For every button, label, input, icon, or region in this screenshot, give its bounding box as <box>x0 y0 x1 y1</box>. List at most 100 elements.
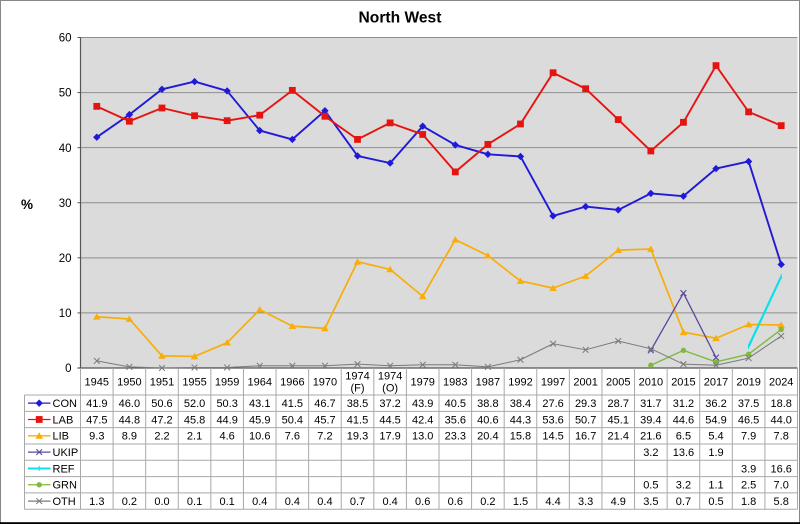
svg-text:0.6: 0.6 <box>448 496 463 508</box>
svg-text:30: 30 <box>59 198 72 210</box>
svg-text:1.1: 1.1 <box>708 480 723 492</box>
svg-text:1.9: 1.9 <box>708 447 723 459</box>
svg-text:45.1: 45.1 <box>608 414 629 426</box>
svg-text:1951: 1951 <box>150 377 174 389</box>
svg-text:1997: 1997 <box>541 377 565 389</box>
svg-text:LIB: LIB <box>53 431 70 443</box>
svg-text:2001: 2001 <box>573 377 597 389</box>
svg-text:1987: 1987 <box>476 377 500 389</box>
svg-text:10: 10 <box>59 308 72 320</box>
svg-text:50.7: 50.7 <box>575 414 596 426</box>
svg-text:40.6: 40.6 <box>477 414 498 426</box>
svg-text:44.6: 44.6 <box>673 414 694 426</box>
svg-text:0.0: 0.0 <box>154 496 169 508</box>
svg-text:40.5: 40.5 <box>445 398 466 410</box>
svg-text:52.0: 52.0 <box>184 398 205 410</box>
svg-text:46.7: 46.7 <box>314 398 335 410</box>
svg-text:36.2: 36.2 <box>705 398 726 410</box>
svg-text:10.6: 10.6 <box>249 431 270 443</box>
svg-text:0.7: 0.7 <box>350 496 365 508</box>
svg-text:54.9: 54.9 <box>705 414 726 426</box>
svg-text:0: 0 <box>65 363 71 375</box>
svg-text:REF: REF <box>53 463 75 475</box>
svg-text:1945: 1945 <box>85 377 109 389</box>
svg-text:28.7: 28.7 <box>608 398 629 410</box>
svg-text:15.8: 15.8 <box>510 431 531 443</box>
svg-text:1992: 1992 <box>508 377 532 389</box>
svg-text:29.3: 29.3 <box>575 398 596 410</box>
svg-text:2010: 2010 <box>639 377 663 389</box>
svg-text:23.3: 23.3 <box>445 431 466 443</box>
svg-text:27.6: 27.6 <box>542 398 563 410</box>
svg-text:2024: 2024 <box>769 377 793 389</box>
svg-text:41.5: 41.5 <box>347 414 368 426</box>
svg-text:6.5: 6.5 <box>676 431 691 443</box>
svg-text:2.1: 2.1 <box>187 431 202 443</box>
svg-text:20.4: 20.4 <box>477 431 498 443</box>
svg-text:19.3: 19.3 <box>347 431 368 443</box>
svg-text:7.6: 7.6 <box>285 431 300 443</box>
svg-text:7.9: 7.9 <box>741 431 756 443</box>
svg-text:LAB: LAB <box>53 414 74 426</box>
svg-text:0.4: 0.4 <box>382 496 397 508</box>
svg-text:31.7: 31.7 <box>640 398 661 410</box>
svg-text:0.4: 0.4 <box>285 496 300 508</box>
svg-text:37.5: 37.5 <box>738 398 759 410</box>
svg-text:7.8: 7.8 <box>774 431 789 443</box>
svg-text:40: 40 <box>59 143 72 155</box>
svg-text:7.2: 7.2 <box>317 431 332 443</box>
svg-text:16.7: 16.7 <box>575 431 596 443</box>
svg-text:47.2: 47.2 <box>151 414 172 426</box>
svg-text:44.5: 44.5 <box>379 414 400 426</box>
svg-text:20: 20 <box>59 253 72 265</box>
svg-text:1950: 1950 <box>117 377 141 389</box>
svg-text:45.7: 45.7 <box>314 414 335 426</box>
svg-text:2.2: 2.2 <box>154 431 169 443</box>
svg-text:0.1: 0.1 <box>220 496 235 508</box>
svg-text:5.8: 5.8 <box>774 496 789 508</box>
svg-text:2.5: 2.5 <box>741 480 756 492</box>
svg-text:North West: North West <box>359 10 442 27</box>
svg-text:38.5: 38.5 <box>347 398 368 410</box>
svg-text:46.5: 46.5 <box>738 414 759 426</box>
svg-text:16.6: 16.6 <box>770 463 791 475</box>
svg-text:CON: CON <box>53 398 78 410</box>
svg-text:8.9: 8.9 <box>122 431 137 443</box>
svg-text:21.4: 21.4 <box>608 431 629 443</box>
svg-text:1.3: 1.3 <box>89 496 104 508</box>
svg-text:60: 60 <box>59 33 72 45</box>
svg-text:44.9: 44.9 <box>216 414 237 426</box>
svg-text:31.2: 31.2 <box>673 398 694 410</box>
svg-text:(F): (F) <box>350 383 364 395</box>
svg-text:50: 50 <box>59 88 72 100</box>
svg-text:13.0: 13.0 <box>412 431 433 443</box>
svg-text:44.3: 44.3 <box>510 414 531 426</box>
svg-text:38.4: 38.4 <box>510 398 531 410</box>
svg-text:GRN: GRN <box>53 480 78 492</box>
svg-text:41.9: 41.9 <box>86 398 107 410</box>
svg-text:41.5: 41.5 <box>282 398 303 410</box>
svg-text:5.4: 5.4 <box>708 431 723 443</box>
svg-text:3.3: 3.3 <box>578 496 593 508</box>
svg-text:38.8: 38.8 <box>477 398 498 410</box>
svg-text:21.6: 21.6 <box>640 431 661 443</box>
svg-text:37.2: 37.2 <box>379 398 400 410</box>
svg-text:50.6: 50.6 <box>151 398 172 410</box>
svg-text:13.6: 13.6 <box>673 447 694 459</box>
svg-text:45.9: 45.9 <box>249 414 270 426</box>
svg-text:1979: 1979 <box>410 377 434 389</box>
svg-text:43.1: 43.1 <box>249 398 270 410</box>
svg-text:2017: 2017 <box>704 377 728 389</box>
svg-text:0.5: 0.5 <box>708 496 723 508</box>
svg-text:0.4: 0.4 <box>317 496 332 508</box>
svg-text:0.6: 0.6 <box>415 496 430 508</box>
svg-text:18.8: 18.8 <box>770 398 791 410</box>
svg-text:1983: 1983 <box>443 377 467 389</box>
svg-text:2005: 2005 <box>606 377 630 389</box>
svg-text:14.5: 14.5 <box>542 431 563 443</box>
svg-text:17.9: 17.9 <box>379 431 400 443</box>
svg-text:4.4: 4.4 <box>545 496 560 508</box>
svg-text:42.4: 42.4 <box>412 414 433 426</box>
svg-text:39.4: 39.4 <box>640 414 661 426</box>
svg-text:%: % <box>21 197 33 212</box>
